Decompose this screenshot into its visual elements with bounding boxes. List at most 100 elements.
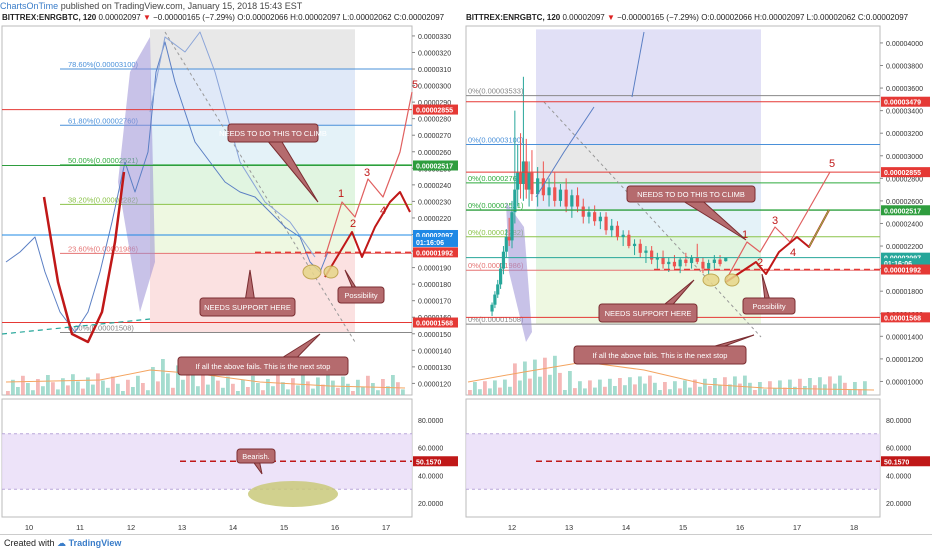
volume-bar — [698, 386, 702, 395]
x-tick-label: 16 — [736, 523, 744, 532]
candle-body — [695, 257, 699, 262]
volume-bar — [191, 371, 195, 395]
y-tick-label: 0.00002600 — [886, 199, 923, 206]
volume-bar — [341, 376, 345, 395]
candle-body — [547, 187, 551, 196]
volume-bar — [603, 386, 607, 395]
candle-body — [712, 259, 716, 263]
volume-bar — [498, 387, 502, 395]
fib-level-label: 23.60%(0.00001986) — [68, 244, 139, 253]
fib-level-label: 0%(0.00001986) — [468, 261, 524, 270]
volume-bar — [693, 379, 697, 395]
volume-bar — [493, 380, 497, 395]
volume-bar — [848, 390, 852, 395]
right-chart-panel[interactable]: 0%(0.00003533) 0%(0.00003100) 0%(0.0000276… — [464, 12, 932, 534]
volume-bar — [26, 383, 30, 395]
candle-body — [678, 259, 682, 267]
price-tag-label: 0.00001568 — [416, 321, 453, 328]
volume-bar — [396, 382, 400, 395]
volume-bar — [748, 382, 752, 395]
annotation-bubble-box — [337, 286, 385, 304]
volume-bar — [31, 390, 35, 395]
candle-body — [516, 172, 520, 190]
candle-body — [598, 216, 602, 222]
x-tick-label: 10 — [25, 523, 33, 532]
candle-body — [632, 243, 637, 247]
price-tag — [881, 96, 930, 107]
volume-bar — [151, 367, 155, 395]
annotation-bubble-box — [573, 345, 747, 365]
volume-bar — [728, 384, 732, 395]
volume-bar — [161, 359, 165, 395]
open-value: O:0.00002066 — [237, 13, 288, 22]
wave-projection-a — [725, 171, 831, 281]
volume-bar — [176, 365, 180, 395]
candle-body — [644, 250, 648, 253]
tradingview-brand[interactable]: TradingView — [68, 538, 122, 548]
volume-bar — [638, 376, 642, 395]
annotation-bubble-box — [227, 123, 319, 143]
volume-bar — [818, 377, 822, 395]
fib-level-label: 61.80%(0.00002760) — [68, 116, 139, 125]
y-tick-label: 0.00003000 — [886, 154, 923, 161]
volume-bar — [538, 376, 542, 395]
rsi-y-tick-label: 40.0000 — [886, 473, 911, 480]
candle-body — [504, 237, 508, 252]
volume-bar — [793, 386, 797, 395]
volume-bar — [858, 389, 862, 395]
volume-bar — [758, 382, 762, 395]
volume-bar — [121, 391, 125, 395]
fib-level-label: 0%(0.00003100) — [468, 135, 524, 144]
price-line — [5, 41, 329, 333]
author-name[interactable]: ChartsOnTime — [0, 1, 59, 11]
volume-bar — [131, 387, 135, 395]
wave-label: 2 — [757, 257, 763, 269]
x-tick-label: 14 — [229, 523, 237, 532]
candle-body — [718, 259, 722, 265]
price-tag-label: 0.00002517 — [884, 208, 921, 215]
left-chart-svg[interactable]: 78.60%(0.00003100)61.80%(0.00002760)50.0… — [0, 12, 460, 534]
volume-bar — [236, 391, 240, 395]
y-tick-label: 0.0000220 — [418, 216, 451, 223]
volume-bar — [336, 387, 340, 395]
footer-bar: Created with ☁ TradingView — [0, 534, 932, 550]
wave-projection-b — [725, 209, 830, 283]
volume-bar — [568, 371, 572, 395]
volume-bar — [401, 389, 405, 395]
candle-body — [524, 161, 528, 190]
rsi-y-tick-label: 60.0000 — [886, 446, 911, 453]
price-tag — [881, 258, 930, 269]
candle-body — [570, 195, 574, 207]
fib-zone — [150, 69, 355, 126]
volume-bar — [558, 372, 562, 395]
volume-bar — [653, 382, 657, 395]
volume-bar — [276, 375, 280, 395]
volume-bar — [216, 380, 220, 395]
symbol-label: BITTREX:ENRGBTC, 120 — [2, 13, 97, 22]
volume-bar — [231, 383, 235, 395]
y-tick-label: 0.0000300 — [418, 84, 451, 91]
fib-level-label: 78.60%(0.00003100) — [68, 60, 139, 69]
candle-body — [493, 294, 497, 305]
wave-label: 5 — [829, 158, 835, 170]
candle-body — [638, 243, 642, 253]
y-tick-label: 0.0000310 — [418, 67, 451, 74]
volume-bar — [553, 355, 557, 395]
candle-body — [701, 261, 705, 269]
candle-body — [530, 172, 534, 195]
left-chart-panel[interactable]: 78.60%(0.00003100) 61.80%(0.00002760) 50.0… — [0, 12, 460, 534]
close-value: C:0.00002097 — [393, 13, 445, 22]
right-chart-svg[interactable]: 0%(0.00003533) 0%(0.00003100) 0%(0.0000276… — [464, 12, 932, 534]
volume-bar — [743, 375, 747, 395]
volume-bar — [808, 378, 812, 395]
y-tick-label: 0.00002800 — [886, 176, 923, 183]
volume-bar — [171, 387, 175, 395]
rsi-y-tick-label: 80.0000 — [418, 418, 443, 425]
price-tag — [413, 317, 458, 328]
volume-bar — [473, 382, 477, 395]
y-tick-label: 0.00001000 — [886, 379, 923, 386]
candle-body — [621, 234, 625, 238]
rsi-y-tick-label: 80.0000 — [886, 418, 911, 425]
y-tick-label: 0.0000130 — [418, 365, 451, 372]
y-tick-label: 0.0000170 — [418, 299, 451, 306]
